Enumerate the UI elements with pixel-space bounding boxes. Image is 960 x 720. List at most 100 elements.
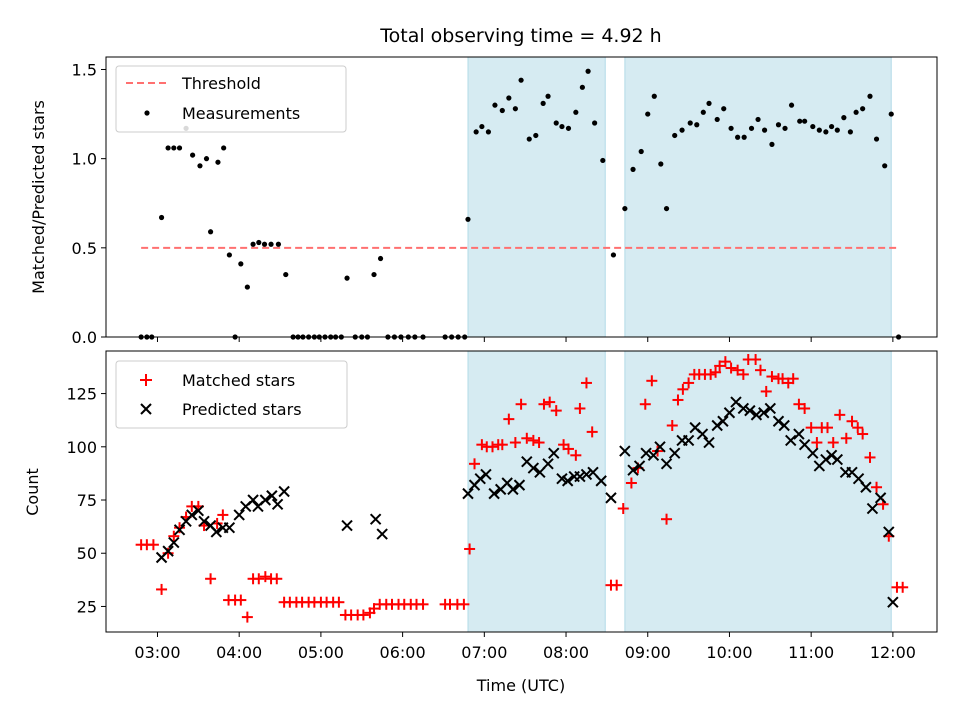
matched-star-point bbox=[799, 402, 811, 414]
measurement-point bbox=[377, 255, 384, 262]
matched-star-point bbox=[147, 539, 159, 551]
measurement-point bbox=[873, 136, 880, 142]
measurement-point bbox=[672, 132, 678, 139]
measurement-point bbox=[499, 107, 505, 114]
predicted-star-point bbox=[640, 447, 652, 459]
predicted-star-point bbox=[233, 509, 245, 521]
matched-star-point bbox=[857, 428, 869, 440]
x-tick-label: 05:00 bbox=[298, 643, 344, 662]
chart-title: Total observing time = 4.92 h bbox=[379, 25, 661, 47]
matched-star-point bbox=[787, 373, 799, 385]
measurement-point bbox=[860, 106, 866, 112]
measurement-point bbox=[775, 122, 782, 128]
matched-star-point bbox=[755, 364, 767, 376]
predicted-star-point bbox=[513, 479, 526, 491]
predicted-star-point bbox=[696, 428, 709, 440]
measurement-point bbox=[203, 156, 210, 162]
matched-star-point bbox=[846, 415, 858, 427]
measurement-point bbox=[533, 132, 539, 139]
bottom-y-ticks: 25 50 75 100 125 bbox=[66, 385, 106, 616]
matched-star-point bbox=[672, 394, 684, 406]
measurement-point bbox=[651, 93, 657, 99]
x-tick-label: 12:00 bbox=[870, 643, 916, 662]
measurement-point bbox=[788, 102, 795, 108]
predicted-star-point bbox=[772, 415, 785, 427]
measurement-point bbox=[540, 100, 546, 106]
predicted-star-point bbox=[874, 492, 887, 504]
predicted-star-point bbox=[798, 438, 811, 451]
predicted-star-point bbox=[682, 434, 695, 447]
matched-star-point bbox=[871, 481, 883, 493]
bottom-legend-box bbox=[115, 360, 348, 429]
matched-star-point bbox=[368, 603, 380, 615]
matched-star-point bbox=[760, 385, 772, 397]
predicted-star-point bbox=[534, 466, 546, 479]
measurement-point bbox=[485, 129, 492, 135]
matched-star-point bbox=[469, 458, 481, 470]
predicted-star-point bbox=[737, 402, 750, 415]
legend-matched-label: Matched stars bbox=[182, 371, 295, 390]
shaded-interval bbox=[624, 350, 892, 633]
top-panel: 0.0 0.5 1.0 1.5 Matched/Predicted stars Thr… bbox=[29, 56, 938, 347]
measurement-point bbox=[171, 145, 177, 151]
predicted-star-point bbox=[860, 481, 872, 493]
measurement-point bbox=[728, 125, 734, 131]
measurement-point bbox=[714, 116, 720, 123]
matched-star-point bbox=[714, 360, 726, 372]
measurement-point bbox=[244, 284, 250, 290]
measurement-point bbox=[518, 77, 524, 83]
predicted-star-point bbox=[717, 415, 729, 427]
top-shaded-intervals bbox=[467, 56, 892, 338]
matched-star-point bbox=[677, 383, 689, 395]
measurement-point bbox=[802, 118, 808, 124]
predicted-star-point bbox=[162, 545, 174, 557]
predicted-star-point bbox=[785, 434, 797, 447]
y-tick-label: 50 bbox=[77, 544, 97, 563]
measurement-point bbox=[250, 241, 256, 247]
matched-star-point bbox=[586, 426, 598, 438]
legend-matched-swatch bbox=[140, 374, 152, 386]
predicted-star-point bbox=[198, 515, 210, 528]
matched-star-point bbox=[458, 598, 470, 610]
bottom-panel: 25 50 75 100 125 03:00 04:00 05:00 06:00 07:00 08… bbox=[23, 350, 938, 695]
measurement-point bbox=[344, 275, 350, 281]
matched-star-point bbox=[503, 413, 515, 425]
matched-star-point bbox=[725, 362, 737, 374]
measurement-point bbox=[782, 125, 788, 131]
measurement-point bbox=[658, 161, 664, 167]
matched-star-point bbox=[864, 451, 876, 463]
top-y-ticks: 0.0 0.5 1.0 1.5 bbox=[72, 60, 106, 347]
measurement-point bbox=[492, 102, 498, 108]
measurement-point bbox=[559, 123, 565, 130]
predicted-star-point bbox=[542, 458, 554, 470]
top-y-axis-label: Matched/Predicted stars bbox=[29, 100, 48, 294]
matched-star-point bbox=[241, 611, 253, 623]
predicted-star-point bbox=[587, 466, 599, 479]
matched-star-point bbox=[827, 437, 839, 449]
measurement-point bbox=[190, 152, 196, 158]
y-tick-label: 75 bbox=[77, 491, 97, 510]
predicted-star-point bbox=[654, 441, 666, 453]
measurement-point bbox=[706, 100, 712, 106]
matched-star-point bbox=[168, 530, 180, 542]
measurement-point bbox=[816, 127, 822, 133]
measurement-point bbox=[176, 145, 183, 151]
measurement-point bbox=[663, 205, 670, 212]
legend-measurements-swatch bbox=[144, 110, 150, 116]
measurement-point bbox=[834, 127, 840, 133]
measurement-point bbox=[165, 145, 171, 151]
predicted-star-point bbox=[192, 504, 205, 517]
matched-star-point bbox=[205, 573, 217, 585]
matched-star-point bbox=[476, 439, 488, 451]
matched-star-point bbox=[646, 375, 658, 387]
predicted-star-point bbox=[703, 436, 715, 449]
measurement-point bbox=[882, 163, 888, 169]
measurement-point bbox=[371, 271, 377, 278]
legend-predicted-swatch bbox=[140, 403, 152, 415]
measurement-point bbox=[810, 123, 816, 130]
matched-star-point bbox=[705, 368, 717, 380]
matched-star-point bbox=[515, 398, 527, 410]
matched-star-point bbox=[544, 396, 556, 408]
matched-star-point bbox=[666, 420, 678, 432]
shaded-interval bbox=[467, 56, 606, 338]
